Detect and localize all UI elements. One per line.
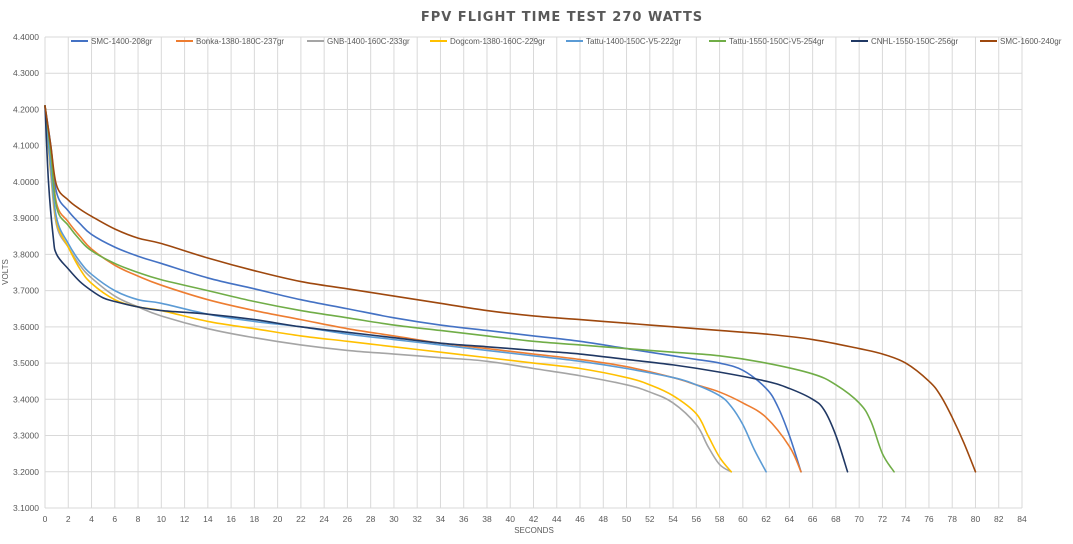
x-tick-label: 2 (66, 514, 71, 524)
y-tick-label: 3.2000 (13, 467, 39, 477)
x-tick-label: 24 (319, 514, 329, 524)
y-tick-label: 3.3000 (13, 431, 39, 441)
x-tick-label: 32 (412, 514, 422, 524)
legend-label: CNHL-1550-150C-256gr (871, 37, 958, 46)
legend-label: SMC-1600-240gr (1000, 37, 1062, 46)
x-tick-label: 8 (136, 514, 141, 524)
series-line-tattu-1400-150c-v5-222gr (44, 105, 767, 473)
x-tick-label: 26 (343, 514, 353, 524)
series-line-cnhl-1550-150c-256gr (44, 105, 849, 473)
series-line-tattu-1550-150c-v5-254gr (44, 105, 895, 473)
x-tick-label: 82 (994, 514, 1004, 524)
x-tick-label: 40 (506, 514, 516, 524)
x-tick-label: 36 (459, 514, 469, 524)
x-tick-label: 34 (436, 514, 446, 524)
y-tick-label: 3.1000 (13, 503, 39, 513)
series-line-gnb-1400-160c-233gr (44, 105, 733, 473)
x-tick-label: 48 (599, 514, 609, 524)
legend-label: Bonka-1380-180C-237gr (196, 37, 284, 46)
legend-entry: Tattu-1550-150C-V5-254gr (709, 37, 825, 46)
x-tick-label: 12 (180, 514, 190, 524)
x-tick-label: 52 (645, 514, 655, 524)
x-tick-label: 76 (924, 514, 934, 524)
x-tick-label: 42 (529, 514, 539, 524)
y-tick-label: 3.8000 (13, 249, 39, 259)
series-line-bonka-1380-180c-237gr (44, 105, 802, 473)
y-tick-label: 3.6000 (13, 322, 39, 332)
x-tick-label: 66 (808, 514, 818, 524)
x-tick-label: 50 (622, 514, 632, 524)
grid-layer (44, 36, 1023, 509)
legend-entry: Dogcom-1380-160C-229gr (430, 37, 546, 46)
x-tick-label: 60 (738, 514, 748, 524)
legend: SMC-1400-208gr Bonka-1380-180C-237gr GNB-1… (71, 37, 1062, 46)
x-tick-label: 28 (366, 514, 376, 524)
x-tick-label: 4 (89, 514, 94, 524)
x-tick-label: 70 (854, 514, 864, 524)
x-tick-label: 84 (1017, 514, 1027, 524)
legend-label: SMC-1400-208gr (91, 37, 153, 46)
legend-entry: SMC-1600-240gr (980, 37, 1062, 46)
x-axis-title: SECONDS (514, 526, 554, 535)
x-tick-label: 62 (761, 514, 771, 524)
x-tick-label: 38 (482, 514, 492, 524)
y-tick-label: 4.3000 (13, 68, 39, 78)
y-tick-label: 4.0000 (13, 177, 39, 187)
legend-label: GNB-1400-160C-233gr (327, 37, 410, 46)
legend-label: Tattu-1550-150C-V5-254gr (729, 37, 825, 46)
x-tick-label: 10 (157, 514, 167, 524)
y-tick-label: 3.9000 (13, 213, 39, 223)
chart-title: FPV FLIGHT TIME TEST 270 WATTS (421, 10, 703, 25)
x-tick-label: 22 (296, 514, 306, 524)
y-tick-label: 3.7000 (13, 286, 39, 296)
x-tick-labels: 0 2 4 6 8 10 12 14 16 18 20 22 24 26 28 30 32 34 36 38 40 42 4… (43, 514, 1027, 524)
x-tick-label: 80 (971, 514, 981, 524)
x-tick-label: 16 (226, 514, 236, 524)
y-tick-label: 4.2000 (13, 104, 39, 114)
x-tick-label: 20 (273, 514, 283, 524)
x-tick-label: 6 (112, 514, 117, 524)
x-tick-label: 46 (575, 514, 585, 524)
series-line-smc-1400-208gr (44, 105, 802, 473)
y-tick-label: 3.4000 (13, 394, 39, 404)
x-tick-label: 74 (901, 514, 911, 524)
y-tick-labels: 3.1000 3.2000 3.3000 3.4000 3.5000 3.6000 3.70… (13, 32, 39, 513)
x-tick-label: 14 (203, 514, 213, 524)
legend-entry: CNHL-1550-150C-256gr (851, 37, 958, 46)
y-tick-label: 3.5000 (13, 358, 39, 368)
legend-entry: Bonka-1380-180C-237gr (176, 37, 284, 46)
x-tick-label: 44 (552, 514, 562, 524)
series-line-dogcom-1380-160c-229gr (44, 105, 733, 473)
y-tick-label: 4.1000 (13, 141, 39, 151)
x-tick-label: 54 (668, 514, 678, 524)
x-tick-label: 0 (43, 514, 48, 524)
legend-entry: SMC-1400-208gr (71, 37, 153, 46)
x-tick-label: 68 (831, 514, 841, 524)
legend-entry: Tattu-1400-150C-V5-222gr (566, 37, 682, 46)
legend-entry: GNB-1400-160C-233gr (307, 37, 410, 46)
y-tick-label: 4.4000 (13, 32, 39, 42)
x-tick-label: 30 (389, 514, 399, 524)
legend-label: Tattu-1400-150C-V5-222gr (586, 37, 682, 46)
x-tick-label: 58 (715, 514, 725, 524)
legend-label: Dogcom-1380-160C-229gr (450, 37, 546, 46)
x-tick-label: 56 (692, 514, 702, 524)
series-line-smc-1600-240gr (44, 105, 977, 473)
series-layer (44, 105, 977, 473)
x-tick-label: 18 (250, 514, 260, 524)
x-tick-label: 64 (785, 514, 795, 524)
y-axis-title: VOLTS (1, 259, 10, 285)
x-tick-label: 78 (947, 514, 957, 524)
x-tick-label: 72 (878, 514, 888, 524)
